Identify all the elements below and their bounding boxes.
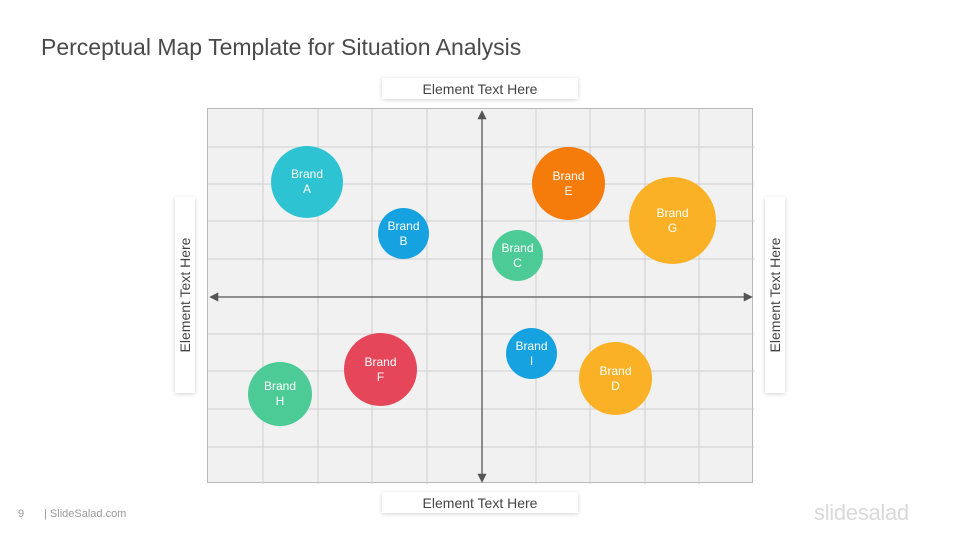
axis-label-bottom-text: Element Text Here — [422, 494, 538, 511]
brand-e-bubble: Brand E — [532, 147, 605, 220]
brand-i-bubble: Brand I — [506, 328, 557, 379]
slidesalad-logo: slidesalad — [814, 500, 909, 525]
brand-i-label-line1: Brand — [515, 338, 548, 353]
brand-d-label-line2: D — [611, 378, 620, 393]
brand-h-bubble: Brand H — [248, 362, 312, 426]
page-title: Perceptual Map Template for Situation An… — [41, 34, 522, 60]
slide-number: 9 — [18, 508, 25, 520]
brand-h-label-line1: Brand — [263, 379, 297, 393]
brand-e-label-line1: Brand — [552, 168, 585, 183]
brand-c-bubble: Brand C — [492, 230, 543, 281]
footer-site: | SlideSalad.com — [44, 508, 127, 520]
axis-label-bottom: Element Text Here — [382, 492, 578, 513]
brand-h-label-line2: H — [275, 394, 285, 408]
axis-label-right-text: Element Text Here — [767, 237, 783, 353]
brand-b-bubble: Brand B — [378, 208, 429, 259]
brand-a-label-line1: Brand — [290, 167, 324, 181]
brand-c-label-line1: Brand — [501, 240, 534, 255]
brand-c-label-line2: C — [513, 255, 522, 270]
brand-g-label-line1: Brand — [656, 205, 689, 220]
brand-b-label-line2: B — [399, 233, 408, 248]
brand-d-label-line1: Brand — [599, 363, 632, 378]
axis-label-left: Element Text Here — [175, 197, 195, 393]
brand-d-bubble: Brand D — [579, 342, 652, 415]
brand-a-label-line2: A — [302, 182, 311, 196]
brand-e-label-line2: E — [564, 183, 573, 198]
axis-label-left-text: Element Text Here — [177, 237, 193, 353]
brand-f-bubble: Brand F — [344, 333, 417, 406]
brand-i-label-line2: I — [529, 353, 534, 368]
brand-a-bubble: Brand A — [271, 146, 343, 218]
brand-g-bubble: Brand G — [629, 177, 716, 264]
brand-f-label-line1: Brand — [364, 354, 397, 369]
brand-g-label-line2: G — [667, 220, 678, 235]
brand-f-label-line2: F — [376, 369, 385, 384]
axis-label-top-text: Element Text Here — [422, 80, 538, 97]
axis-label-top: Element Text Here — [382, 78, 578, 99]
axis-label-right: Element Text Here — [765, 197, 785, 393]
brand-b-label-line1: Brand — [387, 218, 420, 233]
